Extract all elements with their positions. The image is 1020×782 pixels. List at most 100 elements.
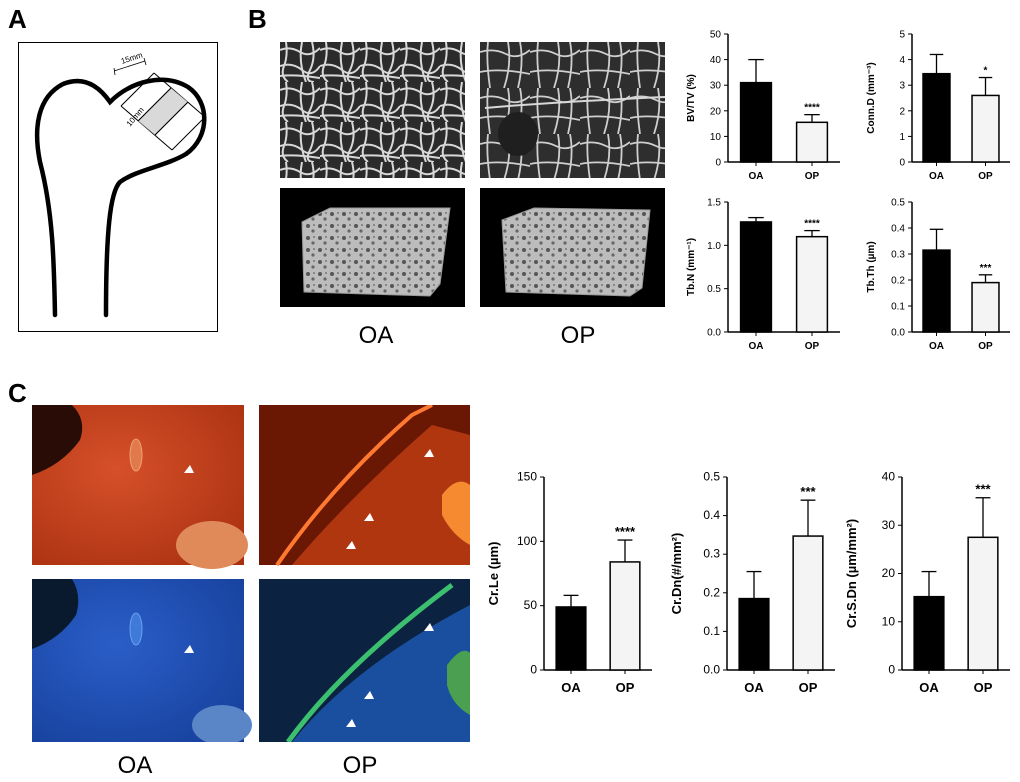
y-tick-label: 30 (710, 81, 722, 92)
bar-op (609, 561, 641, 671)
bar-op (971, 281, 1000, 333)
y-axis-label: Cr.Le (µm) (486, 542, 501, 606)
y-tick-label: 2 (899, 106, 905, 117)
y-tick-label: 0.4 (891, 224, 905, 235)
x-tick-label: OA (749, 171, 764, 182)
y-tick-label: 0.0 (707, 328, 721, 339)
dimension-line-15mm (113, 60, 146, 72)
chart-connd: 0 1 2 3 4 5 Conn.D (mm⁻³) OA OP * (860, 22, 1020, 197)
y-tick-label: 10 (710, 132, 722, 143)
y-axis-label: Cr.S.Dn (µm/mm²) (844, 519, 859, 628)
tbn-svg: 0.0 0.5 1.0 1.5 Tb.N (mm⁻¹) OA OP **** (686, 198, 840, 352)
y-tick-label: 0.4 (703, 508, 720, 522)
op-microct-2d (480, 42, 665, 178)
fluorescence-images (32, 405, 470, 742)
significance-marker: *** (980, 263, 992, 274)
significance-marker: * (984, 66, 988, 77)
oa-label-b: OA (358, 322, 394, 349)
chart-tbth: 0.0 0.1 0.2 0.3 0.4 0.5 Tb.Th (µm) OA OP *** (860, 192, 1020, 367)
y-tick-label: 0.0 (703, 663, 720, 677)
y-tick-label: 1.0 (707, 241, 721, 252)
y-tick-label: 0.5 (891, 198, 905, 209)
y-tick-label: 30 (882, 518, 896, 532)
femur-schematic: 15mm 10mm (18, 42, 218, 332)
crle-svg: 0 50 100 150 Cr.Le (µm) OA OP **** (486, 470, 652, 695)
panel-label-a: A (8, 4, 27, 34)
y-tick-label: 0.1 (891, 302, 905, 313)
x-tick-label: OP (978, 341, 993, 352)
oa-label-c: OA (117, 752, 153, 779)
y-tick-label: 0.2 (703, 585, 720, 599)
y-tick-label: 1 (899, 132, 905, 143)
bar-oa (739, 81, 773, 163)
y-tick-label: 0.3 (703, 547, 720, 561)
x-tick-label: OP (799, 680, 818, 695)
significance-marker: **** (804, 103, 820, 114)
y-tick-label: 0.3 (891, 250, 905, 261)
bar-op (971, 94, 1000, 163)
bar-oa (922, 72, 951, 163)
y-tick-label: 20 (710, 106, 722, 117)
y-tick-label: 20 (882, 566, 896, 580)
x-tick-label: OA (919, 680, 939, 695)
y-tick-label: 50 (710, 30, 722, 41)
bar-oa (738, 597, 770, 671)
y-tick-label: 150 (517, 470, 537, 484)
y-tick-label: 0 (530, 663, 537, 677)
bar-oa (739, 221, 773, 333)
x-tick-label: OP (978, 171, 993, 182)
y-tick-label: 0 (899, 158, 905, 169)
y-tick-label: 0.5 (707, 284, 721, 295)
x-tick-label: OP (974, 680, 993, 695)
chart-crdn: 0.0 0.1 0.2 0.3 0.4 0.5 Cr.Dn(#/mm²) OA OP *** (665, 465, 845, 705)
chart-crsdn: 0 10 20 30 40 Cr.S.Dn (µm/mm²) OA OP *** (840, 465, 1020, 705)
panel-label-c: C (8, 378, 27, 408)
y-tick-label: 5 (899, 30, 905, 41)
panel-label-b: B (248, 4, 267, 34)
bar-op (795, 235, 829, 333)
y-tick-label: 4 (899, 55, 905, 66)
significance-marker: *** (975, 482, 991, 497)
significance-marker: *** (800, 484, 816, 499)
chart-bvtv: 0 10 20 30 40 50 BV/TV (%) OA OP **** (680, 22, 850, 197)
bar-op (967, 536, 999, 671)
op-label-c: OP (342, 752, 378, 779)
y-tick-label: 1.5 (707, 198, 721, 209)
roi-shaded-region (138, 88, 188, 135)
y-tick-label: 0 (715, 158, 721, 169)
y-tick-label: 40 (710, 55, 722, 66)
y-tick-label: 0.5 (703, 470, 720, 484)
x-tick-label: OA (929, 171, 944, 182)
microct-images (280, 42, 665, 307)
y-axis-label: BV/TV (%) (686, 74, 697, 122)
significance-marker: **** (804, 219, 820, 230)
bvtv-svg: 0 10 20 30 40 50 BV/TV (%) OA OP **** (686, 30, 840, 182)
y-tick-label: 0.2 (891, 276, 905, 287)
y-axis-label: Tb.Th (µm) (866, 241, 877, 292)
x-tick-label: OP (805, 171, 820, 182)
connd-svg: 0 1 2 3 4 5 Conn.D (mm⁻³) OA OP * (866, 30, 1010, 182)
x-tick-label: OA (561, 680, 581, 695)
bar-oa (555, 606, 587, 671)
x-tick-label: OA (749, 341, 764, 352)
crdn-svg: 0.0 0.1 0.2 0.3 0.4 0.5 Cr.Dn(#/mm²) OA OP *** (669, 470, 835, 695)
chart-crle: 0 50 100 150 Cr.Le (µm) OA OP **** (482, 465, 662, 705)
y-axis-label: Tb.N (mm⁻¹) (686, 238, 697, 296)
y-axis-label: Cr.Dn(#/mm²) (669, 533, 684, 615)
x-tick-label: OA (929, 341, 944, 352)
x-tick-label: OA (744, 680, 764, 695)
femur-outline (34, 77, 207, 318)
y-tick-label: 0 (888, 663, 895, 677)
y-tick-label: 0.1 (703, 624, 720, 638)
y-tick-label: 50 (524, 598, 538, 612)
bar-oa (922, 249, 951, 333)
tbth-svg: 0.0 0.1 0.2 0.3 0.4 0.5 Tb.Th (µm) OA OP *** (866, 198, 1010, 352)
y-tick-label: 0.0 (891, 328, 905, 339)
chart-tbn: 0.0 0.5 1.0 1.5 Tb.N (mm⁻¹) OA OP **** (680, 192, 850, 367)
x-tick-label: OP (805, 341, 820, 352)
significance-marker: **** (615, 524, 636, 539)
y-tick-label: 40 (882, 470, 896, 484)
oa-microct-2d (280, 42, 465, 178)
op-label-b: OP (560, 322, 596, 349)
y-tick-label: 100 (517, 534, 537, 548)
